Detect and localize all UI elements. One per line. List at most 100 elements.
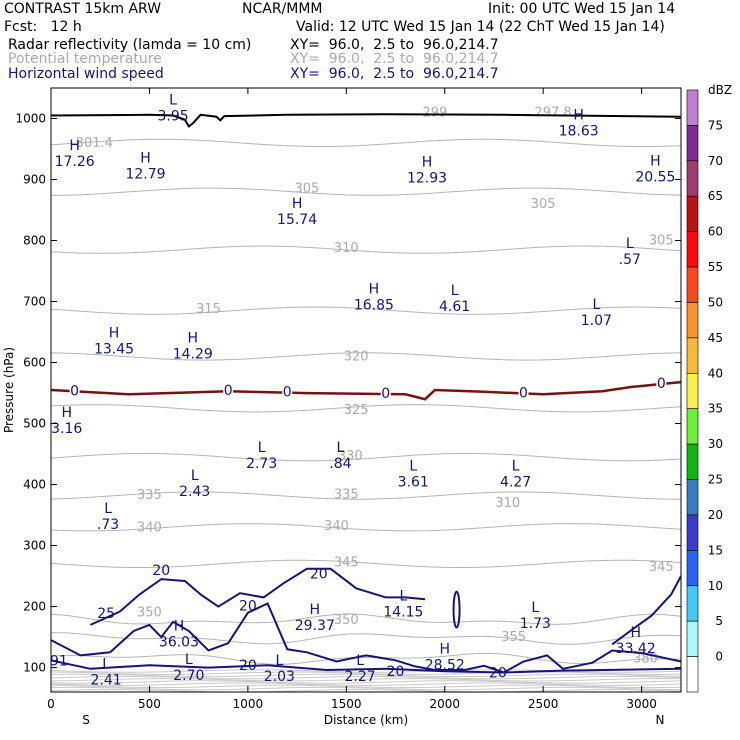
colorbar-tick-label: 40 <box>708 366 723 380</box>
theta-label: 340 <box>324 519 349 534</box>
freezing-level-label: 0 <box>657 376 666 392</box>
freezing-label-bg <box>69 385 80 397</box>
extremum-value: 2.41 <box>91 673 122 689</box>
theta-label: 345 <box>334 556 359 571</box>
theta-label: 355 <box>501 630 526 645</box>
extremum-marker: H <box>69 138 80 154</box>
x-tick-label: 2000 <box>429 697 460 711</box>
theta-label: 345 <box>649 560 674 575</box>
theta-contour <box>51 684 681 689</box>
extremum-marker: L <box>258 440 266 456</box>
theta-label: 320 <box>344 349 369 364</box>
x-tick-label: 1500 <box>331 697 362 711</box>
y-tick-label: 100 <box>23 661 46 675</box>
terrain-line <box>51 113 681 128</box>
y-tick-label: 800 <box>23 234 46 248</box>
theta-label: 299 <box>422 105 447 120</box>
theta-contour <box>51 559 681 569</box>
extremum-value: 4.27 <box>500 474 531 490</box>
extremum-value: 33.42 <box>616 641 656 657</box>
theta-label: 305 <box>295 182 320 197</box>
x-end-right-label: N <box>656 713 665 727</box>
theta-label: 335 <box>334 487 359 502</box>
colorbar-segment <box>686 656 699 693</box>
wind-contour <box>89 567 426 626</box>
theta-label: 350 <box>137 606 162 621</box>
forecast-hour: Fcst: 12 h <box>4 19 82 35</box>
field-xy-theta: XY= 96.0, 2.5 to 96.0,214.7 <box>290 51 499 67</box>
extremum-value: 16.85 <box>354 298 394 314</box>
model-title: CONTRAST 15km ARW <box>4 1 162 17</box>
freezing-label-bg <box>223 385 234 397</box>
freezing-level-label: 0 <box>283 385 292 401</box>
theta-label: 310 <box>495 496 520 511</box>
theta-contour <box>51 673 681 678</box>
theta-contour <box>51 138 681 148</box>
theta-contour <box>51 306 681 315</box>
colorbar-tick-label: 5 <box>715 614 723 628</box>
colorbar-tick-label: 70 <box>708 154 723 168</box>
extremum-value: 2.03 <box>264 669 295 685</box>
extremum-marker: L <box>400 588 408 604</box>
org-label: NCAR/MMM <box>242 1 323 17</box>
theta-label: 335 <box>137 488 162 503</box>
plot-frame <box>50 87 682 693</box>
theta-contour <box>51 404 681 413</box>
y-tick-label: 300 <box>23 539 46 553</box>
field-name-wind: Horizontal wind speed <box>8 66 164 82</box>
freezing-level-label: 0 <box>519 385 528 401</box>
extremum-marker: H <box>439 641 450 657</box>
colorbar-segment <box>686 620 699 657</box>
x-tick-label: 2500 <box>528 697 559 711</box>
extremum-marker: L <box>191 468 199 484</box>
colorbar-tick-label: 20 <box>708 508 723 522</box>
colorbar-tick-label: 75 <box>708 118 723 132</box>
extremum-marker: L <box>102 657 110 673</box>
colorbar-tick-label: 30 <box>708 437 723 451</box>
field-xy-wind: XY= 96.0, 2.5 to 96.0,214.7 <box>290 66 499 82</box>
theta-contour <box>51 245 681 254</box>
x-axis-label: Distance (km) <box>324 713 408 727</box>
colorbar-tick-label: 15 <box>708 543 723 557</box>
extremum-marker: L <box>592 297 600 313</box>
extremum-marker: H <box>650 153 661 169</box>
extremum-marker: L <box>169 92 177 108</box>
extremum-value: 13.45 <box>94 341 134 357</box>
theta-label: 297.8 <box>534 105 571 120</box>
field-name-theta: Potential temperature <box>8 51 162 67</box>
valid-time: Valid: 12 UTC Wed 15 Jan 14 (22 ChT Wed … <box>296 19 665 35</box>
y-tick-label: 600 <box>23 356 46 370</box>
extremum-marker: L <box>409 458 417 474</box>
x-tick-label: 500 <box>138 697 161 711</box>
extremum-value: .57 <box>619 252 641 268</box>
extremum-marker: L <box>512 458 520 474</box>
extremum-marker: H <box>140 150 151 166</box>
colorbar-segment <box>686 479 699 516</box>
x-tick-label: 3000 <box>626 697 657 711</box>
extremum-value: 2.43 <box>179 484 210 500</box>
extremum-value: 14.29 <box>173 346 213 362</box>
theta-contour <box>51 452 681 462</box>
y-tick-label: 700 <box>23 295 46 309</box>
extremum-value: 12.93 <box>407 171 447 187</box>
extremum-value: 4.61 <box>439 299 470 315</box>
theta-contour <box>51 352 681 361</box>
extremum-value: 1.07 <box>581 313 612 329</box>
colorbar-segment <box>686 160 699 197</box>
extremum-marker: H <box>630 625 641 641</box>
wind-contour <box>51 659 681 674</box>
extremum-value: 3.16 <box>51 421 82 437</box>
extremum-value: 2.73 <box>246 456 277 472</box>
freezing-level-line <box>51 380 681 401</box>
theta-label: 325 <box>344 403 369 418</box>
freezing-level-label: 0 <box>70 383 79 399</box>
extremum-marker: H <box>292 196 303 212</box>
extremum-marker: H <box>187 330 198 346</box>
wind-label: 25 <box>97 606 115 622</box>
extremum-value: .73 <box>97 517 119 533</box>
theta-label: 315 <box>196 302 221 317</box>
wind-label: 20 <box>152 563 170 579</box>
colorbar-tick-label: 65 <box>708 189 723 203</box>
freezing-label-bg <box>380 388 391 400</box>
